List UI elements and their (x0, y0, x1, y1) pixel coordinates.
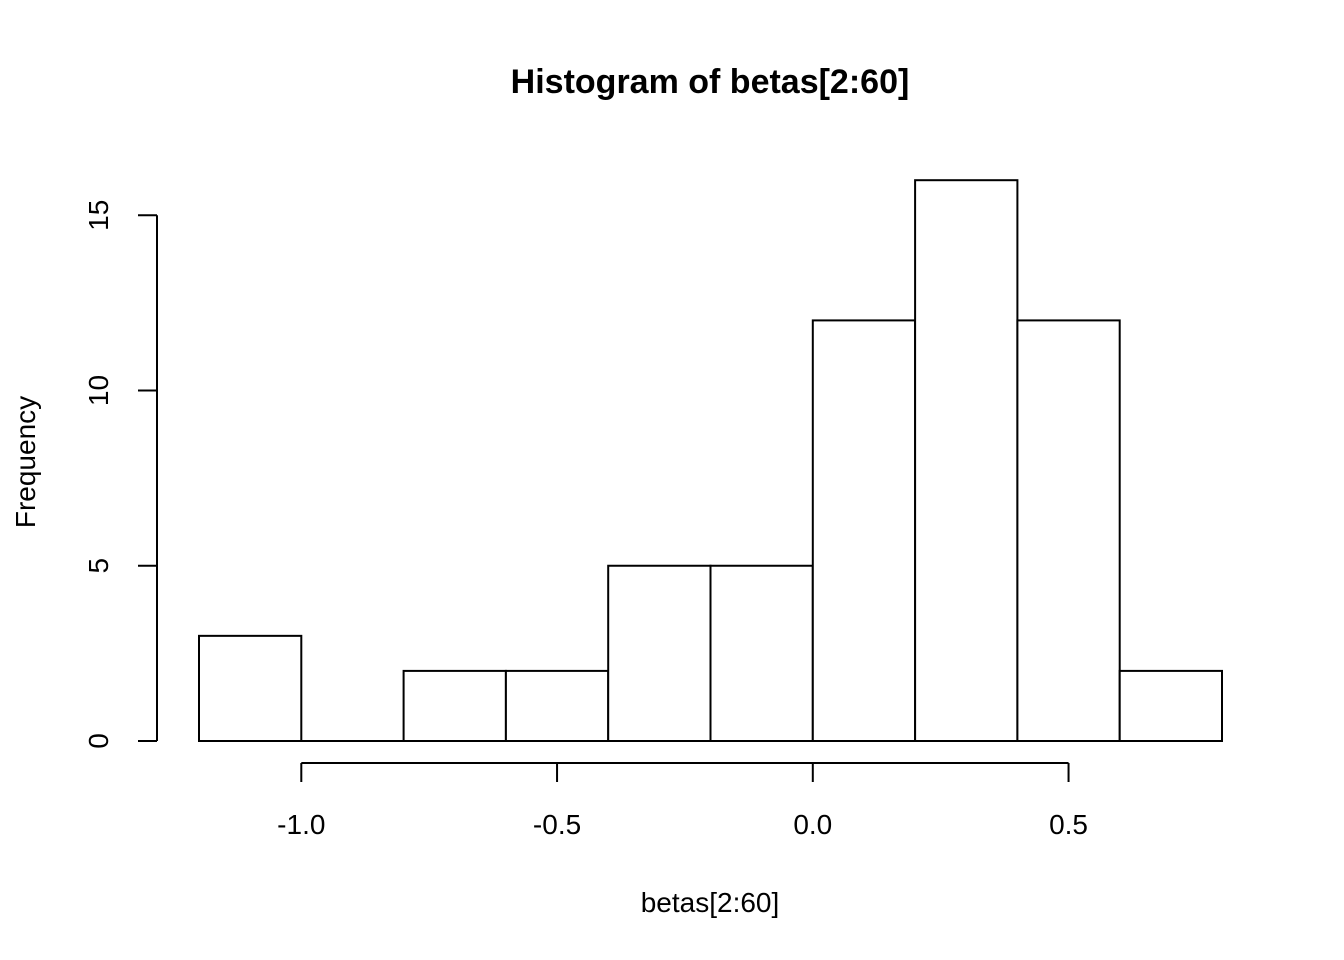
bars-group (198, 179, 1223, 743)
x-axis: -1.0 -0.5 0.0 0.5 (277, 762, 1088, 840)
histogram-bar-4 (607, 564, 712, 742)
x-tick-label-1: -0.5 (533, 809, 581, 840)
x-axis-label: betas[2:60] (641, 887, 780, 918)
y-tick-label-0: 0 (83, 733, 114, 749)
histogram-bar-7 (914, 179, 1019, 742)
histogram-bar-3 (504, 669, 610, 743)
histogram-bar-0 (198, 634, 303, 742)
histogram-bar-6 (811, 319, 917, 742)
x-tick-label-3: 0.5 (1049, 809, 1088, 840)
chart-title: Histogram of betas[2:60] (511, 63, 910, 101)
histogram-bar-9 (1118, 669, 1223, 743)
x-tick-label-2: 0.0 (793, 809, 832, 840)
y-axis-label: Frequency (10, 396, 41, 528)
y-tick-label-1: 5 (83, 558, 114, 574)
histogram-bar-2 (402, 669, 507, 743)
y-tick-label-2: 10 (83, 375, 114, 406)
histogram-bar-8 (1016, 319, 1121, 742)
y-axis: 0 5 10 15 (83, 200, 158, 749)
histogram-bar-5 (709, 564, 814, 742)
y-tick-label-3: 15 (83, 200, 114, 231)
x-tick-label-0: -1.0 (277, 809, 325, 840)
